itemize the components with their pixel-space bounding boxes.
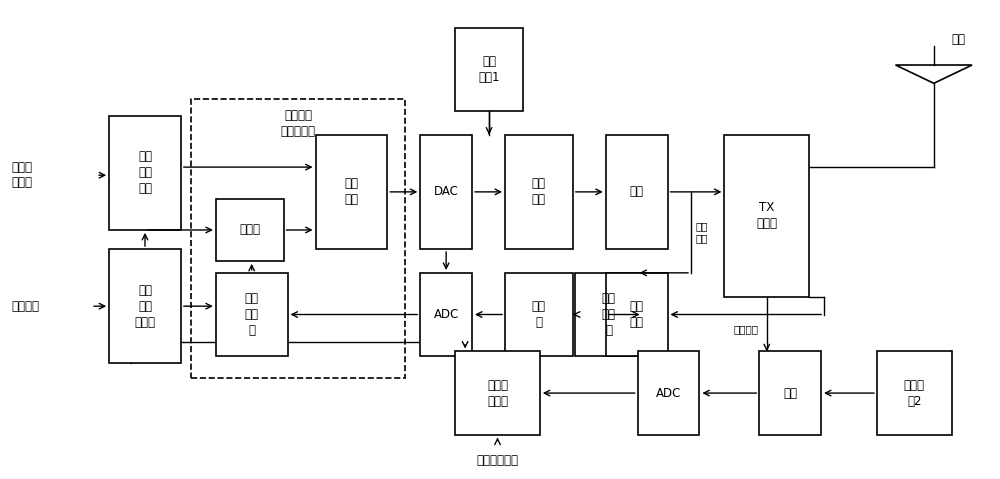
Text: 预失
真器: 预失 真器 xyxy=(344,177,358,206)
Text: 数字
上变
频器: 数字 上变 频器 xyxy=(138,150,152,195)
Text: 天线: 天线 xyxy=(952,33,966,46)
Text: 上行输入信号: 上行输入信号 xyxy=(477,454,519,467)
Bar xyxy=(420,273,472,356)
Bar xyxy=(759,352,821,435)
Text: 同步帧号: 同步帧号 xyxy=(11,300,39,313)
Bar xyxy=(724,135,809,297)
Text: 数字下
变频器: 数字下 变频器 xyxy=(487,378,508,408)
Bar xyxy=(216,199,284,261)
Text: 反向功率: 反向功率 xyxy=(733,324,758,334)
Bar xyxy=(575,273,643,356)
Bar xyxy=(606,135,668,249)
Text: 带通
滤波
器: 带通 滤波 器 xyxy=(602,292,616,337)
Text: 前向
功率: 前向 功率 xyxy=(696,222,708,243)
Text: 自适应预
失真处理器: 自适应预 失真处理器 xyxy=(281,109,316,137)
Bar xyxy=(191,99,405,377)
Bar xyxy=(606,273,668,356)
Text: 正交
调制: 正交 调制 xyxy=(532,177,546,206)
Text: ADC: ADC xyxy=(656,387,681,399)
Bar xyxy=(420,135,472,249)
Bar xyxy=(109,116,181,230)
Text: 延时器: 延时器 xyxy=(239,224,260,237)
Text: ADC: ADC xyxy=(433,308,459,321)
Bar xyxy=(455,28,523,111)
Bar xyxy=(316,135,387,249)
Bar xyxy=(455,352,540,435)
Text: 下行输
入信号: 下行输 入信号 xyxy=(11,161,32,189)
Text: TX
双工器: TX 双工器 xyxy=(756,201,777,230)
Bar xyxy=(505,273,573,356)
Bar xyxy=(216,273,288,356)
Bar xyxy=(877,352,952,435)
Text: 射频本
振2: 射频本 振2 xyxy=(904,378,925,408)
Text: 误差
处理
器: 误差 处理 器 xyxy=(245,292,259,337)
Bar xyxy=(109,249,181,363)
Bar xyxy=(505,135,573,249)
Text: 射频
本振1: 射频 本振1 xyxy=(478,55,500,84)
Text: 射频: 射频 xyxy=(783,387,797,399)
Text: 跳频
信号
处理器: 跳频 信号 处理器 xyxy=(134,284,155,329)
Text: 下变
频: 下变 频 xyxy=(532,300,546,329)
Text: 功放: 功放 xyxy=(630,185,644,198)
Text: 射频
开关: 射频 开关 xyxy=(630,300,644,329)
Text: DAC: DAC xyxy=(434,185,459,198)
Bar xyxy=(638,352,699,435)
